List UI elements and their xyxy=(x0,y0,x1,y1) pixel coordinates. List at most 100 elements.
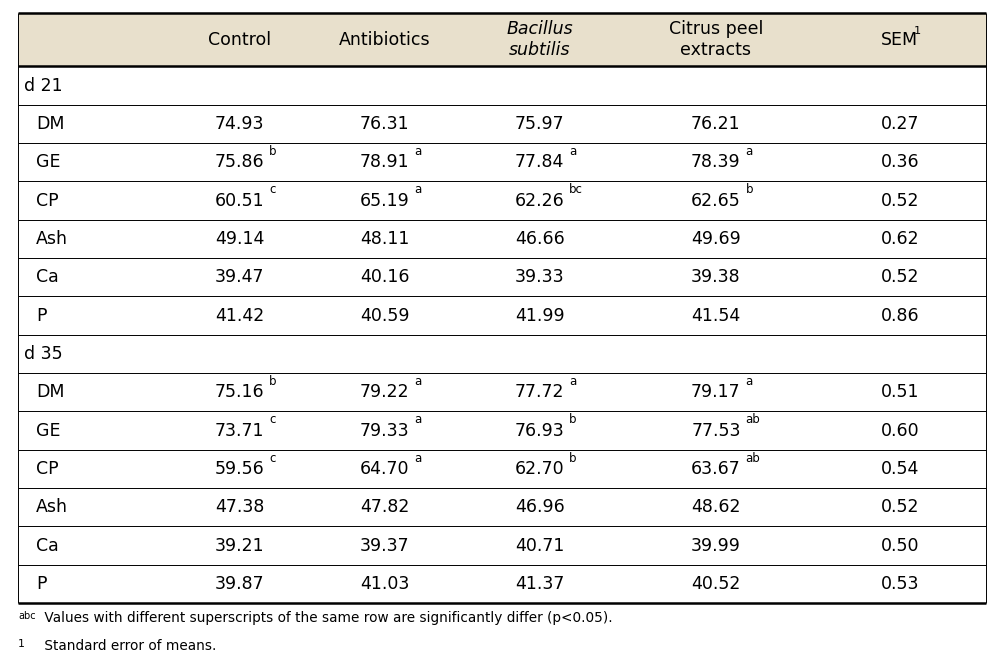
Text: 39.21: 39.21 xyxy=(215,537,264,555)
Text: b: b xyxy=(269,375,277,388)
Text: 46.66: 46.66 xyxy=(515,230,564,248)
Text: d 35: d 35 xyxy=(24,345,62,363)
Text: 39.33: 39.33 xyxy=(515,268,564,286)
Text: GE: GE xyxy=(36,153,60,172)
Text: 77.72: 77.72 xyxy=(515,383,564,401)
Text: b: b xyxy=(745,184,752,196)
Text: 41.99: 41.99 xyxy=(515,307,564,325)
Text: a: a xyxy=(745,145,752,158)
Text: abc: abc xyxy=(18,611,36,621)
Text: 40.52: 40.52 xyxy=(690,575,740,593)
Text: Values with different superscripts of the same row are significantly differ (p<0: Values with different superscripts of th… xyxy=(40,611,612,625)
Text: 76.93: 76.93 xyxy=(515,422,564,440)
Text: b: b xyxy=(569,414,577,426)
Text: 0.60: 0.60 xyxy=(880,422,918,440)
Text: a: a xyxy=(414,452,421,465)
Text: a: a xyxy=(745,375,752,388)
Text: 59.56: 59.56 xyxy=(215,460,265,478)
Text: Citrus peel
extracts: Citrus peel extracts xyxy=(668,21,762,59)
Text: 0.27: 0.27 xyxy=(880,115,918,133)
Text: 77.53: 77.53 xyxy=(690,422,740,440)
Text: b: b xyxy=(269,145,277,158)
Text: 76.31: 76.31 xyxy=(360,115,409,133)
Text: Ash: Ash xyxy=(36,230,68,248)
Text: Ca: Ca xyxy=(36,537,59,555)
Text: 78.91: 78.91 xyxy=(360,153,409,172)
Text: 0.52: 0.52 xyxy=(880,498,918,516)
Text: 64.70: 64.70 xyxy=(360,460,409,478)
Text: 79.33: 79.33 xyxy=(360,422,409,440)
Text: DM: DM xyxy=(36,115,64,133)
Text: 49.14: 49.14 xyxy=(215,230,264,248)
Text: 1: 1 xyxy=(18,639,25,649)
Text: c: c xyxy=(269,414,276,426)
Text: 77.84: 77.84 xyxy=(515,153,564,172)
Text: CP: CP xyxy=(36,192,59,209)
Text: GE: GE xyxy=(36,422,60,440)
Text: 46.96: 46.96 xyxy=(515,498,564,516)
Text: 48.62: 48.62 xyxy=(690,498,740,516)
Text: bc: bc xyxy=(569,184,583,196)
Text: Ash: Ash xyxy=(36,498,68,516)
Text: 62.26: 62.26 xyxy=(515,192,564,209)
Text: 39.87: 39.87 xyxy=(215,575,264,593)
Text: 0.50: 0.50 xyxy=(880,537,918,555)
Text: Antibiotics: Antibiotics xyxy=(339,31,430,49)
Text: a: a xyxy=(414,184,421,196)
Text: ab: ab xyxy=(745,414,759,426)
Text: 0.62: 0.62 xyxy=(880,230,918,248)
Text: 0.36: 0.36 xyxy=(880,153,918,172)
Text: 41.37: 41.37 xyxy=(515,575,564,593)
Text: ab: ab xyxy=(745,452,759,465)
Text: 0.86: 0.86 xyxy=(880,307,918,325)
Text: 40.71: 40.71 xyxy=(515,537,564,555)
Bar xyxy=(18,66,985,603)
Text: SEM: SEM xyxy=(881,31,918,49)
Text: 63.67: 63.67 xyxy=(690,460,740,478)
Text: 0.52: 0.52 xyxy=(880,192,918,209)
Text: P: P xyxy=(36,307,46,325)
Text: 39.37: 39.37 xyxy=(360,537,409,555)
Text: 75.86: 75.86 xyxy=(215,153,264,172)
Text: a: a xyxy=(569,375,576,388)
Text: 75.97: 75.97 xyxy=(515,115,564,133)
Text: a: a xyxy=(569,145,576,158)
Bar xyxy=(18,13,985,66)
Text: 47.82: 47.82 xyxy=(360,498,409,516)
Text: 60.51: 60.51 xyxy=(215,192,264,209)
Text: 0.54: 0.54 xyxy=(880,460,918,478)
Text: 48.11: 48.11 xyxy=(360,230,409,248)
Text: Standard error of means.: Standard error of means. xyxy=(40,639,217,653)
Text: 62.65: 62.65 xyxy=(690,192,740,209)
Text: 41.54: 41.54 xyxy=(691,307,740,325)
Text: 39.47: 39.47 xyxy=(215,268,264,286)
Text: 79.17: 79.17 xyxy=(690,383,740,401)
Text: a: a xyxy=(414,375,421,388)
Text: 76.21: 76.21 xyxy=(690,115,740,133)
Text: 0.53: 0.53 xyxy=(880,575,918,593)
Text: 49.69: 49.69 xyxy=(690,230,740,248)
Text: 62.70: 62.70 xyxy=(515,460,564,478)
Text: 0.51: 0.51 xyxy=(880,383,918,401)
Text: 78.39: 78.39 xyxy=(690,153,740,172)
Text: Control: Control xyxy=(208,31,271,49)
Text: 75.16: 75.16 xyxy=(215,383,264,401)
Text: b: b xyxy=(569,452,577,465)
Text: a: a xyxy=(414,145,421,158)
Text: c: c xyxy=(269,184,276,196)
Text: 41.03: 41.03 xyxy=(360,575,409,593)
Text: 1: 1 xyxy=(913,26,920,36)
Text: d 21: d 21 xyxy=(24,76,62,94)
Text: 73.71: 73.71 xyxy=(215,422,264,440)
Text: CP: CP xyxy=(36,460,59,478)
Text: 39.99: 39.99 xyxy=(690,537,740,555)
Text: 41.42: 41.42 xyxy=(215,307,264,325)
Text: 39.38: 39.38 xyxy=(690,268,740,286)
Text: c: c xyxy=(269,452,276,465)
Text: DM: DM xyxy=(36,383,64,401)
Text: a: a xyxy=(414,414,421,426)
Text: 40.16: 40.16 xyxy=(360,268,409,286)
Text: 47.38: 47.38 xyxy=(215,498,264,516)
Text: 40.59: 40.59 xyxy=(360,307,409,325)
Text: 65.19: 65.19 xyxy=(360,192,409,209)
